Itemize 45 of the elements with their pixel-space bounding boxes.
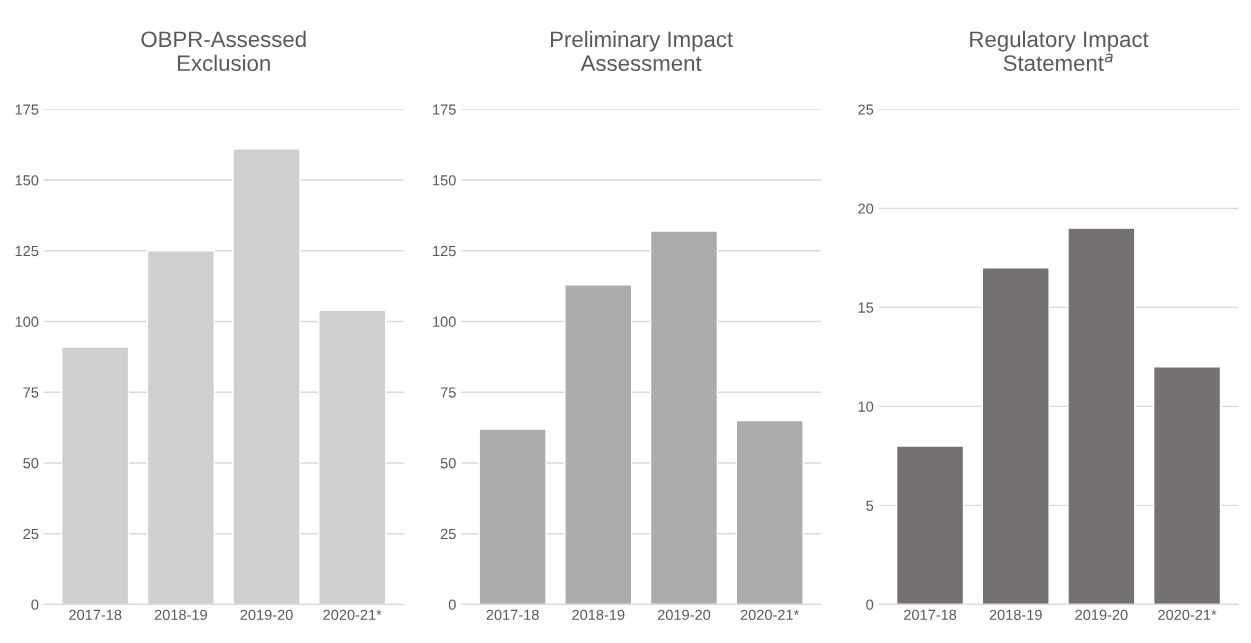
bar <box>564 284 633 605</box>
y-tick-label: 175 <box>433 104 456 115</box>
y-tick-label: 0 <box>31 599 39 610</box>
y-tick-label: 25 <box>440 528 456 540</box>
x-tick-label: 2019-20 <box>240 609 293 620</box>
y-tick-label: 50 <box>23 458 39 469</box>
x-tick-label: 2018-19 <box>572 609 625 620</box>
y-tick-label: 0 <box>448 599 456 610</box>
y-tick-label: 125 <box>433 245 456 257</box>
y-tick-label: 125 <box>15 245 39 257</box>
x-tick-label: 2019-20 <box>1075 609 1128 620</box>
y-tick-label: 0 <box>866 599 874 610</box>
bar <box>1152 366 1222 605</box>
y-tick-label: 175 <box>15 104 39 115</box>
bar <box>735 419 804 605</box>
x-tick-label: 2020-21* <box>323 609 382 620</box>
chart-title: Preliminary Impact Assessment <box>550 30 733 72</box>
chart-title: OBPR-Assessed Exclusion <box>141 30 306 72</box>
y-tick-label: 50 <box>440 458 456 469</box>
bar <box>1067 227 1136 605</box>
y-tick-label: 20 <box>858 203 874 214</box>
bar <box>981 267 1050 605</box>
y-tick-label: 100 <box>433 316 456 327</box>
bar <box>649 230 719 605</box>
bar <box>895 445 965 605</box>
y-tick-label: 10 <box>858 401 874 412</box>
y-tick-label: 75 <box>440 387 456 398</box>
y-tick-label: 25 <box>858 104 874 115</box>
y-tick-label: 75 <box>23 387 39 398</box>
y-tick-label: 100 <box>15 316 39 327</box>
x-tick-label: 2019-20 <box>657 609 711 620</box>
x-tick-label: 2020-21* <box>1158 609 1217 620</box>
chart-title: Regulatory Impact Statement$^{a}$ <box>970 30 1149 71</box>
y-tick-label: 5 <box>866 500 874 511</box>
x-tick-label: 2017-18 <box>904 609 957 620</box>
y-tick-label: 25 <box>23 528 39 540</box>
y-tick-label: 150 <box>15 175 39 186</box>
x-tick-label: 2017-18 <box>69 609 122 620</box>
x-tick-label: 2017-18 <box>486 609 539 620</box>
y-tick-label: 15 <box>858 302 874 313</box>
y-tick-label: 150 <box>433 175 456 186</box>
x-tick-label: 2020-21* <box>740 609 800 620</box>
x-tick-label: 2018-19 <box>154 609 207 620</box>
bar <box>478 428 547 605</box>
x-tick-label: 2018-19 <box>989 609 1042 620</box>
